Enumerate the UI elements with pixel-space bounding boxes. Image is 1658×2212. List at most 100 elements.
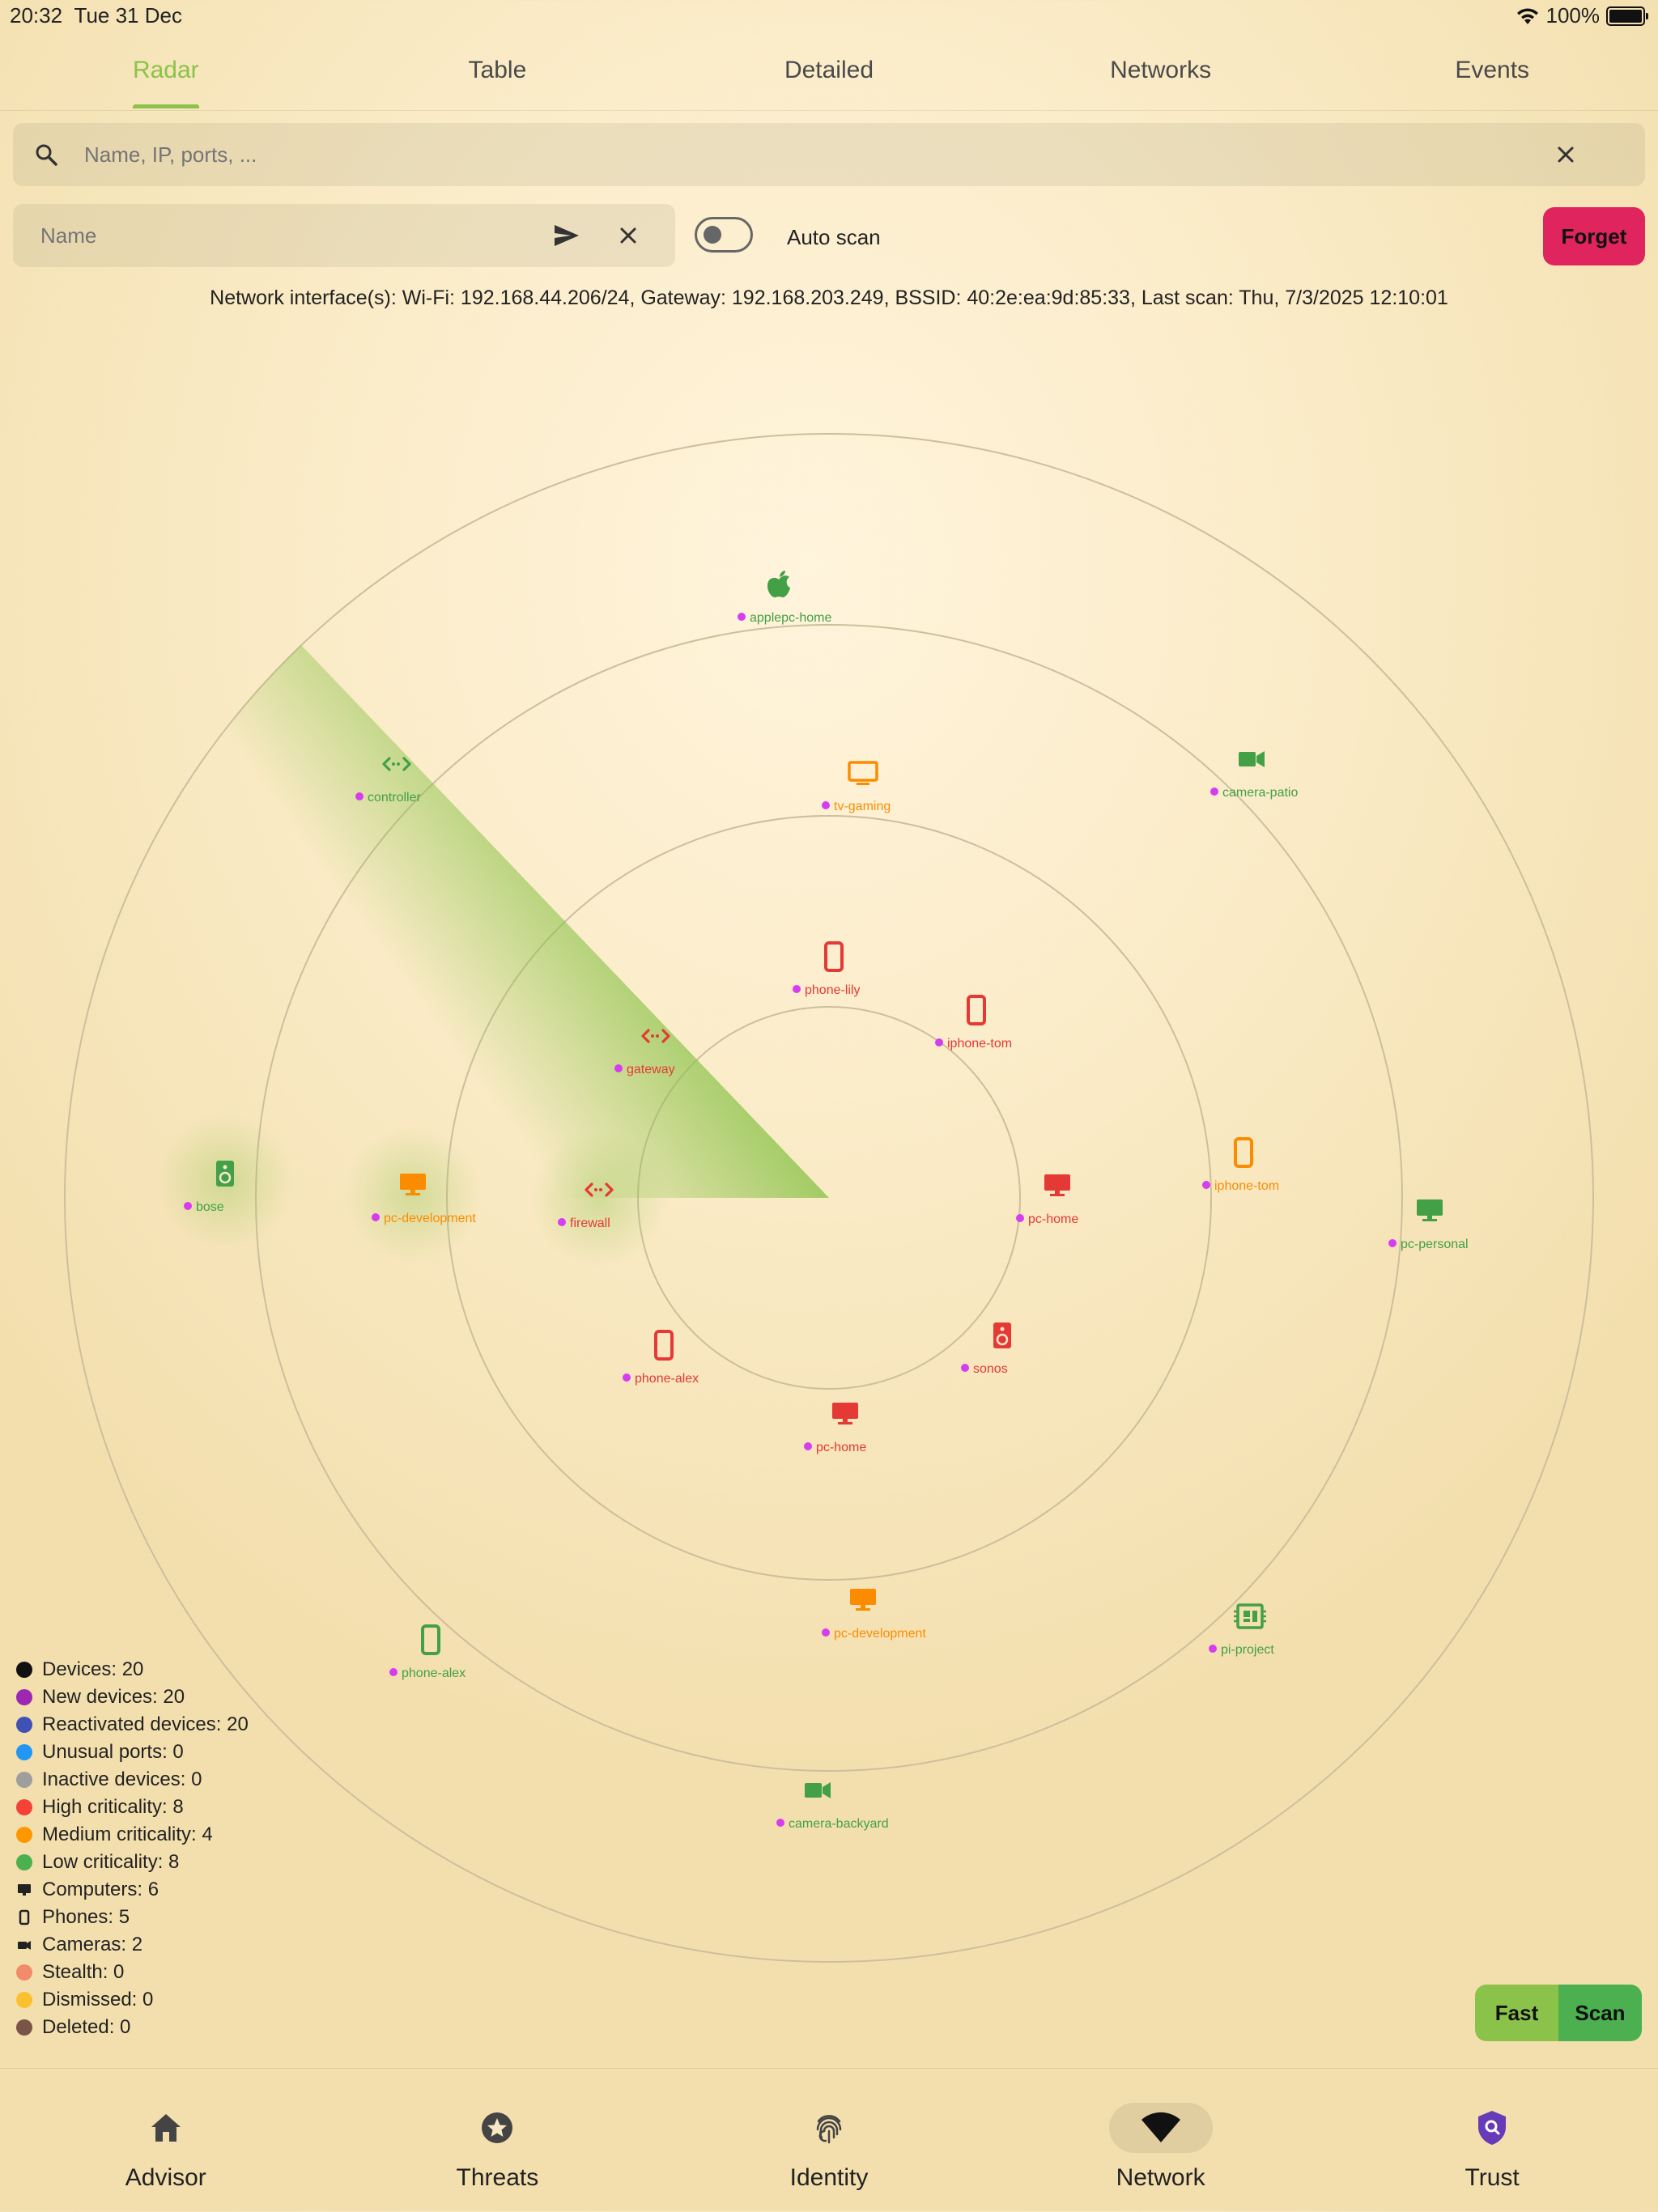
device-marker[interactable]: phone-alex <box>389 1624 466 1680</box>
device-marker[interactable]: phone-alex <box>623 1330 699 1386</box>
new-device-dot <box>1388 1239 1397 1247</box>
tab-table[interactable]: Table <box>468 57 527 83</box>
device-marker[interactable]: applepc-home <box>738 571 832 625</box>
device-label: iphone-tom <box>947 1037 1012 1051</box>
device-marker[interactable]: firewall <box>558 1182 614 1230</box>
nav-advisor[interactable]: Advisor <box>0 2069 332 2212</box>
device-marker[interactable]: controller <box>355 757 421 805</box>
device-marker[interactable]: bose <box>184 1161 234 1214</box>
status-right: 100% <box>1516 3 1648 28</box>
board-icon <box>1234 1603 1266 1629</box>
device-marker[interactable]: camera-backyard <box>776 1782 889 1831</box>
legend-dot <box>16 1964 32 1981</box>
legend-label: Phones: 5 <box>42 1906 130 1928</box>
tab-networks[interactable]: Networks <box>1110 57 1212 83</box>
auto-scan-toggle[interactable] <box>695 217 753 253</box>
legend-item: Medium criticality: 4 <box>16 1821 249 1849</box>
phone-icon <box>654 1330 674 1361</box>
nav-network[interactable]: Network <box>995 2069 1327 2212</box>
legend-dot <box>16 1827 32 1843</box>
router-icon <box>585 1182 614 1197</box>
wifi-icon <box>1141 2112 1180 2142</box>
computer-icon <box>1044 1174 1070 1196</box>
clear-search-button[interactable] <box>1543 132 1588 177</box>
scan-button[interactable]: Scan <box>1558 1985 1642 2041</box>
new-device-dot <box>389 1668 397 1676</box>
legend-item: Dismissed: 0 <box>16 1986 249 2014</box>
legend-item: Inactive devices: 0 <box>16 1766 249 1794</box>
threat-icon <box>482 2112 513 2143</box>
nav-trust[interactable]: Trust <box>1326 2069 1658 2212</box>
fingerprint-icon <box>816 2115 842 2144</box>
tab-bar: Radar Table Detailed Networks Events <box>0 39 1658 111</box>
legend-label: Devices: 20 <box>42 1658 144 1680</box>
device-marker[interactable]: pc-home <box>804 1403 866 1454</box>
toggle-knob <box>704 226 721 244</box>
legend-item: Reactivated devices: 20 <box>16 1711 249 1739</box>
new-device-dot <box>1210 788 1218 796</box>
shield-search-icon <box>1478 2111 1507 2145</box>
battery-percent: 100% <box>1545 3 1601 28</box>
legend-item: High criticality: 8 <box>16 1794 249 1821</box>
device-markers: applepc-home controller tv-gaming camera-pa… <box>184 571 1469 1831</box>
tab-radar[interactable]: Radar <box>0 39 332 110</box>
device-label: camera-backyard <box>789 1817 889 1831</box>
send-icon <box>555 225 579 246</box>
device-halo <box>530 1131 668 1268</box>
legend-item: Computers: 6 <box>16 1876 249 1904</box>
device-marker[interactable]: pc-home <box>1016 1174 1078 1226</box>
close-icon <box>620 227 636 244</box>
computer-icon <box>850 1589 876 1611</box>
device-marker[interactable]: gateway <box>614 1029 675 1076</box>
nav-label: Identity <box>789 2164 869 2191</box>
fast-scan-button[interactable]: Fast <box>1475 1985 1558 2041</box>
legend-label: Cameras: 2 <box>42 1934 143 1955</box>
new-device-dot <box>558 1218 566 1226</box>
clear-name-button[interactable] <box>606 213 651 258</box>
nav-label: Trust <box>1465 2164 1520 2191</box>
nav-label: Threats <box>456 2164 539 2191</box>
name-input[interactable] <box>39 222 544 249</box>
legend-dot <box>16 1662 32 1678</box>
legend-dot <box>16 1689 32 1705</box>
speaker-icon <box>216 1161 234 1187</box>
legend-dot <box>16 1717 32 1733</box>
nav-threats[interactable]: Threats <box>332 2069 664 2212</box>
computer-icon <box>400 1174 426 1195</box>
device-marker[interactable]: pi-project <box>1209 1603 1274 1657</box>
search-input[interactable] <box>83 141 1543 168</box>
send-name-button[interactable] <box>544 213 589 258</box>
date: Tue 31 Dec <box>74 3 182 28</box>
legend-dot <box>16 1992 32 2008</box>
new-device-dot <box>738 613 746 621</box>
nav-identity[interactable]: Identity <box>663 2069 995 2212</box>
forget-button[interactable]: Forget <box>1543 207 1645 265</box>
legend-label: Medium criticality: 4 <box>42 1824 213 1845</box>
device-label: pi-project <box>1221 1643 1274 1657</box>
bottom-navigation: Advisor Threats Identity N <box>0 2068 1658 2212</box>
tab-detailed[interactable]: Detailed <box>784 57 874 83</box>
legend-item: Low criticality: 8 <box>16 1849 249 1876</box>
device-marker[interactable]: tv-gaming <box>822 761 891 813</box>
auto-scan-label: Auto scan <box>787 225 881 249</box>
device-marker[interactable]: phone-lily <box>793 941 860 997</box>
device-marker[interactable]: camera-patio <box>1210 751 1298 800</box>
phone-icon <box>16 1909 32 1925</box>
device-marker[interactable]: iphone-tom <box>935 995 1012 1051</box>
tab-events[interactable]: Events <box>1455 57 1530 83</box>
legend-label: Reactivated devices: 20 <box>42 1713 249 1735</box>
new-device-dot <box>372 1213 380 1221</box>
battery-icon <box>1606 6 1648 26</box>
nav-label: Advisor <box>125 2164 206 2191</box>
device-marker[interactable]: iphone-tom <box>1202 1137 1279 1193</box>
legend-item: Devices: 20 <box>16 1656 249 1683</box>
radar-ring <box>637 1006 1021 1390</box>
router-icon <box>382 757 411 771</box>
device-marker[interactable]: pc-development <box>822 1589 926 1641</box>
device-marker[interactable]: pc-development <box>372 1174 476 1225</box>
router-icon <box>641 1029 670 1043</box>
device-marker[interactable]: pc-personal <box>1388 1199 1469 1251</box>
new-device-dot <box>776 1819 784 1827</box>
new-device-dot <box>355 792 363 800</box>
device-marker[interactable]: sonos <box>961 1323 1011 1376</box>
